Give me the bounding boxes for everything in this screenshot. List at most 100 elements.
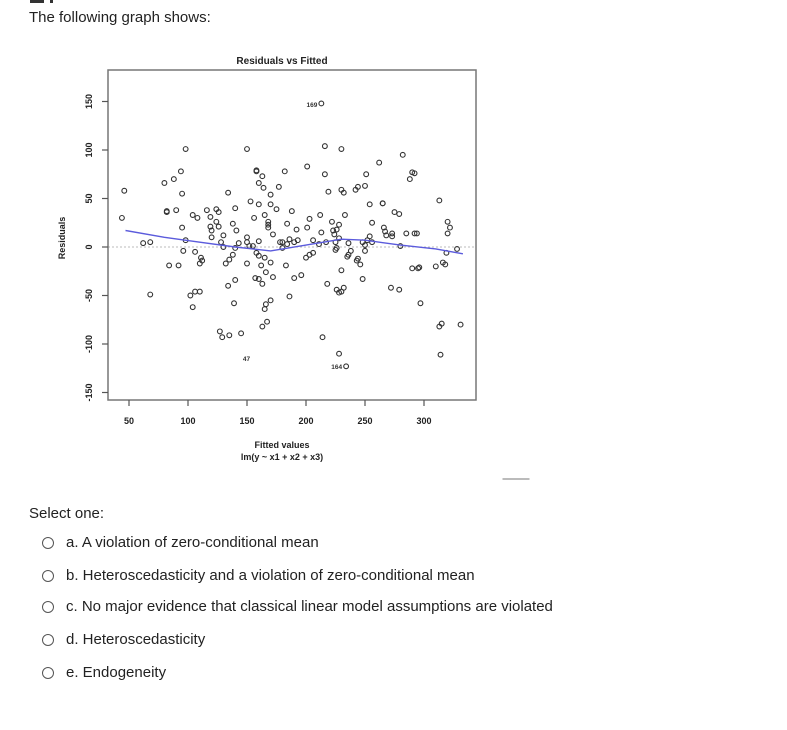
data-point — [411, 230, 418, 237]
data-point — [244, 239, 250, 246]
data-point — [396, 286, 403, 293]
data-point — [238, 330, 245, 337]
data-point — [383, 232, 390, 239]
data-point — [324, 280, 331, 287]
y-tick-label: 50 — [84, 193, 94, 203]
data-point — [442, 261, 449, 268]
data-point — [244, 260, 250, 267]
data-point — [333, 226, 340, 233]
data-point — [388, 284, 394, 291]
question-prompt: The following graph shows: — [29, 9, 211, 26]
y-axis-label: Residuals — [57, 217, 67, 260]
y-tick-label: 0 — [84, 244, 94, 249]
data-point — [267, 201, 274, 208]
data-point — [347, 247, 354, 254]
data-point — [147, 239, 154, 246]
option-c[interactable]: c. No major evidence that classical line… — [42, 598, 553, 615]
data-point — [286, 236, 293, 243]
data-point — [382, 228, 389, 235]
data-point — [416, 264, 423, 271]
radio-button-icon[interactable] — [42, 666, 54, 679]
data-point — [413, 230, 420, 237]
data-point — [207, 223, 214, 230]
data-point — [279, 239, 286, 246]
chart-canvas: Residuals vs Fitted 50 100 150 200 250 300 150 1… — [57, 56, 477, 462]
data-point — [232, 245, 239, 251]
resize-handle — [502, 478, 530, 480]
data-point — [379, 200, 386, 207]
data-point — [232, 205, 239, 212]
data-point — [286, 293, 293, 300]
data-point — [303, 254, 309, 261]
data-point — [225, 189, 232, 196]
data-point — [194, 214, 201, 221]
data-point — [457, 321, 464, 328]
data-point — [352, 186, 359, 193]
option-label: a. A violation of zero-conditional mean — [66, 534, 319, 551]
data-point — [258, 262, 265, 269]
data-point — [267, 259, 274, 266]
data-point — [222, 260, 229, 267]
data-point — [261, 254, 268, 261]
option-a[interactable]: a. A violation of zero-conditional mean — [42, 534, 319, 551]
y-tick-label: -100 — [84, 335, 94, 353]
data-point — [366, 233, 373, 240]
data-point — [259, 323, 266, 330]
data-point — [255, 201, 262, 208]
data-point — [310, 249, 317, 256]
y-tick-label: 100 — [84, 142, 94, 157]
data-point — [362, 182, 368, 189]
option-label: e. Endogeneity — [66, 664, 167, 681]
radio-button-icon[interactable] — [42, 600, 54, 613]
data-point — [140, 240, 147, 247]
data-point — [288, 208, 295, 215]
data-point — [179, 190, 186, 197]
x-tick-label: 100 — [180, 416, 195, 426]
data-point — [340, 189, 347, 196]
data-point — [225, 282, 232, 289]
data-point — [363, 171, 370, 178]
option-d[interactable]: d. Heteroscedasticity — [42, 631, 205, 648]
data-point — [264, 318, 271, 325]
option-e[interactable]: e. Endogeneity — [42, 664, 166, 681]
data-point — [260, 184, 267, 191]
data-point — [253, 168, 260, 175]
chart-title: Residuals vs Fitted — [236, 56, 327, 67]
data-point — [317, 212, 324, 218]
data-point — [161, 180, 168, 186]
data-point — [192, 248, 199, 255]
radio-button-icon[interactable] — [42, 536, 54, 549]
data-point — [262, 301, 269, 308]
data-point — [189, 212, 196, 218]
data-point — [244, 146, 250, 152]
data-point — [436, 197, 443, 204]
data-point — [192, 288, 199, 295]
data-point — [118, 214, 125, 221]
option-b[interactable]: b. Heteroscedasticity and a violation of… — [42, 567, 475, 584]
data-point — [409, 265, 416, 272]
data-point — [219, 334, 226, 341]
data-point — [182, 146, 189, 152]
truncated-heading-mark — [30, 0, 44, 3]
data-point — [175, 262, 182, 269]
data-point — [345, 240, 352, 247]
data-point — [261, 212, 268, 218]
x-tick-label: 200 — [298, 416, 313, 426]
data-point — [336, 235, 342, 242]
data-point — [207, 213, 214, 220]
data-point — [231, 300, 237, 307]
data-point — [359, 276, 366, 282]
radio-button-icon[interactable] — [42, 633, 54, 646]
data-point — [417, 300, 424, 307]
plot-frame — [107, 69, 477, 401]
data-point — [232, 277, 239, 283]
data-point — [196, 288, 203, 295]
radio-button-icon[interactable] — [42, 569, 54, 582]
data-point — [255, 238, 262, 245]
data-point — [270, 274, 276, 281]
data-point — [147, 291, 154, 298]
data-point — [218, 239, 224, 246]
data-point — [173, 207, 180, 214]
data-point — [121, 187, 128, 194]
data-point — [333, 245, 340, 251]
